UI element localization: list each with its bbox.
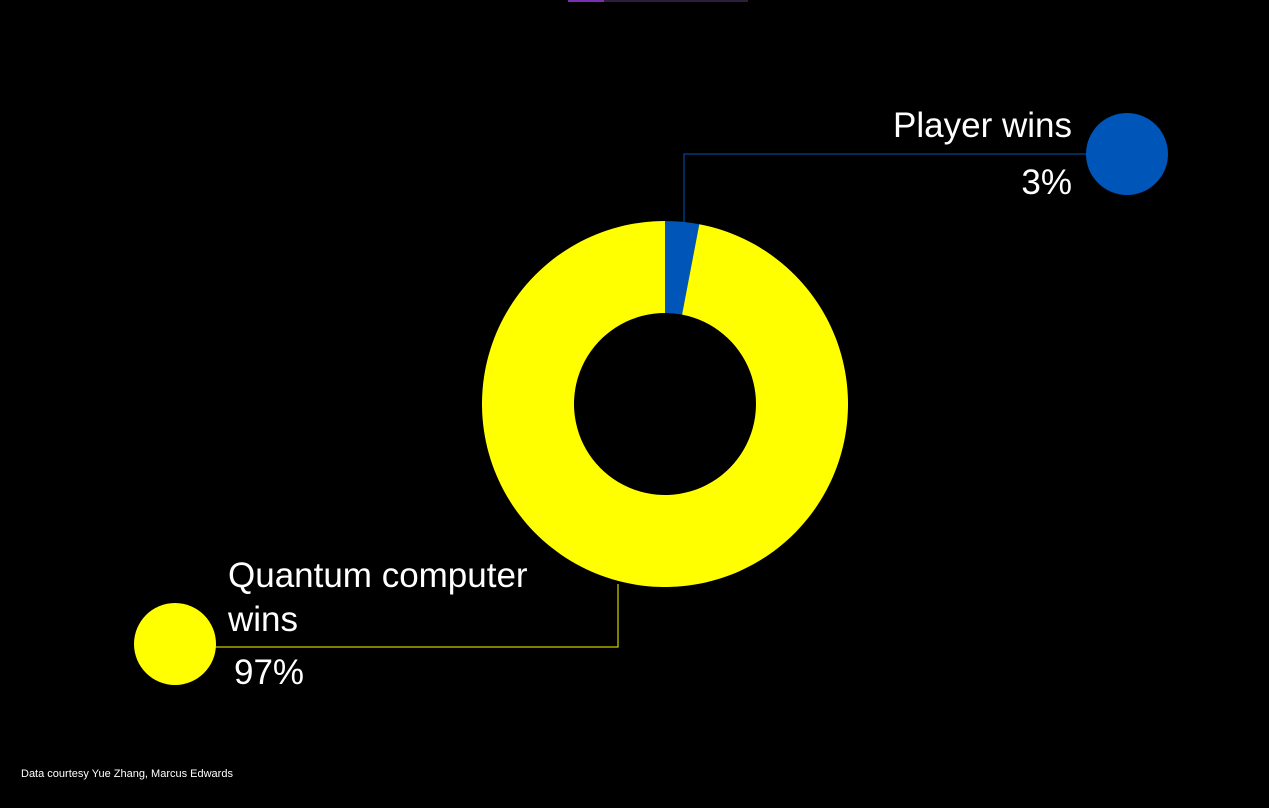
quantum-wins-percent: 97%: [234, 653, 305, 692]
player-wins-percent: 3%: [1021, 163, 1072, 202]
player-wins-marker: [1086, 113, 1168, 195]
donut-slice-player-wins: [665, 221, 700, 315]
donut-slice-quantum-computer-wins: [481, 220, 848, 587]
quantum-wins-label: Quantum computer wins: [228, 556, 528, 639]
quantum-wins-leader-line: [214, 584, 619, 648]
callouts: [134, 113, 1168, 685]
data-credit-footnote: Data courtesy Yue Zhang, Marcus Edwards: [21, 768, 233, 780]
top-progress-bar: [568, 0, 748, 2]
donut-slices: [481, 220, 848, 587]
player-wins-leader-line: [683, 153, 1088, 222]
top-progress-accent: [568, 0, 604, 2]
quantum-wins-marker: [134, 603, 216, 685]
player-wins-label: Player wins: [893, 106, 1072, 145]
